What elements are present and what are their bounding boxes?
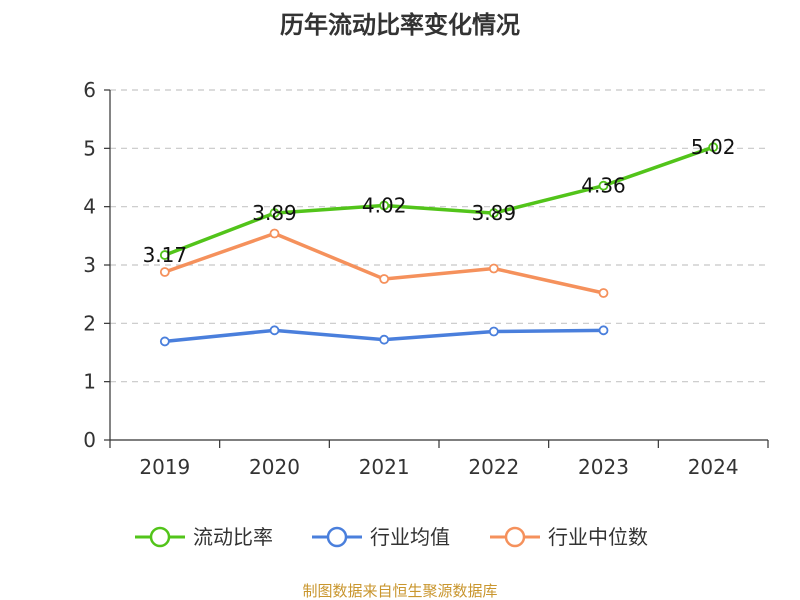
data-point bbox=[159, 250, 170, 260]
x-tick-label: 2020 bbox=[249, 455, 300, 479]
y-tick-label: 6 bbox=[83, 78, 96, 102]
legend-marker bbox=[326, 526, 348, 548]
data-labels: 3.17 3.89 4.02 3.89 4.36 5.02 bbox=[143, 135, 736, 267]
x-tick-label: 2023 bbox=[578, 455, 629, 479]
legend-label: 行业均值 bbox=[370, 525, 450, 549]
data-point bbox=[159, 336, 170, 347]
data-point bbox=[598, 180, 609, 191]
legend-item[interactable]: 行业均值 bbox=[312, 525, 450, 549]
data-point bbox=[159, 267, 170, 277]
legend-label: 流动比率 bbox=[193, 525, 273, 549]
y-tick-label: 2 bbox=[83, 311, 96, 335]
data-point bbox=[379, 274, 390, 284]
data-label: 3.17 bbox=[143, 243, 188, 267]
x-tick-label: 2019 bbox=[139, 455, 190, 479]
legend[interactable]: 流动比率 行业均值 行业中位数 bbox=[135, 525, 648, 549]
data-label: 5.02 bbox=[691, 135, 736, 159]
chart-title: 历年流动比率变化情况 bbox=[280, 11, 520, 39]
data-point bbox=[379, 200, 390, 211]
data-label: 4.02 bbox=[362, 194, 407, 218]
y-tick-label: 3 bbox=[83, 253, 96, 277]
series-line bbox=[164, 145, 714, 257]
y-tick-label: 1 bbox=[83, 370, 96, 394]
data-point bbox=[598, 325, 609, 336]
legend-label: 行业中位数 bbox=[548, 525, 648, 549]
data-point bbox=[269, 208, 280, 218]
axes: 0 1 2 3 4 5 6 2019 2020 2021 2022 2023 2024 bbox=[83, 78, 769, 479]
series-line bbox=[164, 231, 604, 295]
data-point bbox=[269, 325, 280, 336]
data-point bbox=[488, 208, 499, 218]
data-point bbox=[488, 326, 499, 337]
data-point bbox=[598, 288, 609, 298]
series-lines bbox=[159, 142, 719, 347]
data-label: 3.89 bbox=[252, 201, 297, 225]
y-tick-label: 5 bbox=[83, 136, 96, 160]
x-tick-label: 2024 bbox=[688, 455, 739, 479]
x-tick-label: 2021 bbox=[359, 455, 410, 479]
legend-marker bbox=[504, 526, 526, 548]
legend-item[interactable]: 流动比率 bbox=[135, 525, 273, 549]
data-label: 3.89 bbox=[472, 201, 517, 225]
data-label: 4.36 bbox=[581, 174, 626, 198]
data-point bbox=[708, 142, 719, 153]
y-tick-label: 4 bbox=[83, 195, 96, 219]
data-point bbox=[488, 263, 499, 274]
x-tick-label: 2022 bbox=[468, 455, 519, 479]
legend-item[interactable]: 行业中位数 bbox=[490, 525, 648, 549]
data-point bbox=[379, 334, 390, 345]
data-point bbox=[269, 228, 280, 239]
legend-marker bbox=[149, 526, 171, 548]
source-note: 制图数据来自恒生聚源数据库 bbox=[302, 582, 497, 600]
y-tick-label: 0 bbox=[83, 428, 96, 452]
